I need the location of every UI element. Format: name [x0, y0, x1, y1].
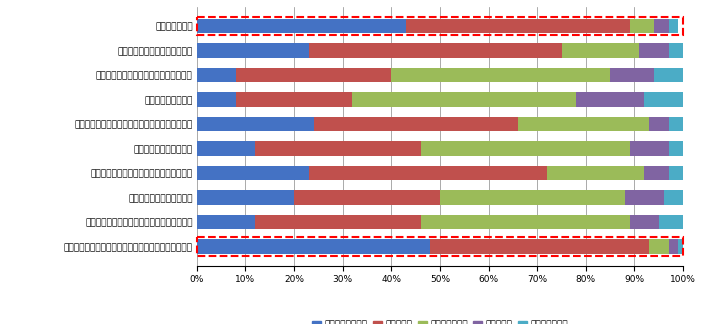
Bar [294, 190, 440, 205]
Bar [197, 68, 236, 82]
Bar [430, 239, 649, 254]
Bar [649, 239, 669, 254]
Bar [420, 141, 630, 156]
Bar [440, 190, 625, 205]
Legend: 非常に重要である, 重要である, どちらでもない, 重要でない, 全く重要でない: 非常に重要である, 重要である, どちらでもない, 重要でない, 全く重要でない [308, 317, 572, 324]
Bar [669, 141, 683, 156]
Bar [236, 68, 392, 82]
Bar [664, 190, 683, 205]
Bar [197, 215, 255, 229]
Bar [197, 190, 294, 205]
Bar [255, 215, 420, 229]
Bar [669, 239, 678, 254]
Bar [669, 19, 678, 33]
Bar [420, 215, 630, 229]
Bar [576, 92, 644, 107]
Bar [197, 19, 406, 33]
Bar [625, 190, 664, 205]
Bar [669, 117, 683, 132]
Bar [639, 43, 669, 58]
Bar [562, 43, 639, 58]
Bar [309, 43, 562, 58]
Bar [659, 215, 683, 229]
Bar [197, 166, 309, 180]
Bar [352, 92, 576, 107]
Bar [654, 68, 683, 82]
Bar [669, 166, 683, 180]
Bar [669, 43, 683, 58]
Bar [518, 117, 649, 132]
Bar [236, 92, 352, 107]
Bar [309, 166, 547, 180]
Bar [644, 92, 683, 107]
Bar [197, 117, 314, 132]
Bar [392, 68, 610, 82]
Bar [654, 19, 669, 33]
Bar [630, 19, 654, 33]
Bar [630, 141, 669, 156]
Bar [197, 239, 430, 254]
Bar [197, 43, 309, 58]
Bar [610, 68, 654, 82]
Bar [644, 166, 669, 180]
Bar [314, 117, 518, 132]
Bar [197, 237, 683, 256]
Bar [547, 166, 644, 180]
Bar [197, 17, 683, 35]
Bar [197, 141, 255, 156]
Bar [649, 117, 669, 132]
Bar [197, 92, 236, 107]
Bar [678, 239, 683, 254]
Bar [630, 215, 659, 229]
Bar [406, 19, 630, 33]
Bar [255, 141, 420, 156]
